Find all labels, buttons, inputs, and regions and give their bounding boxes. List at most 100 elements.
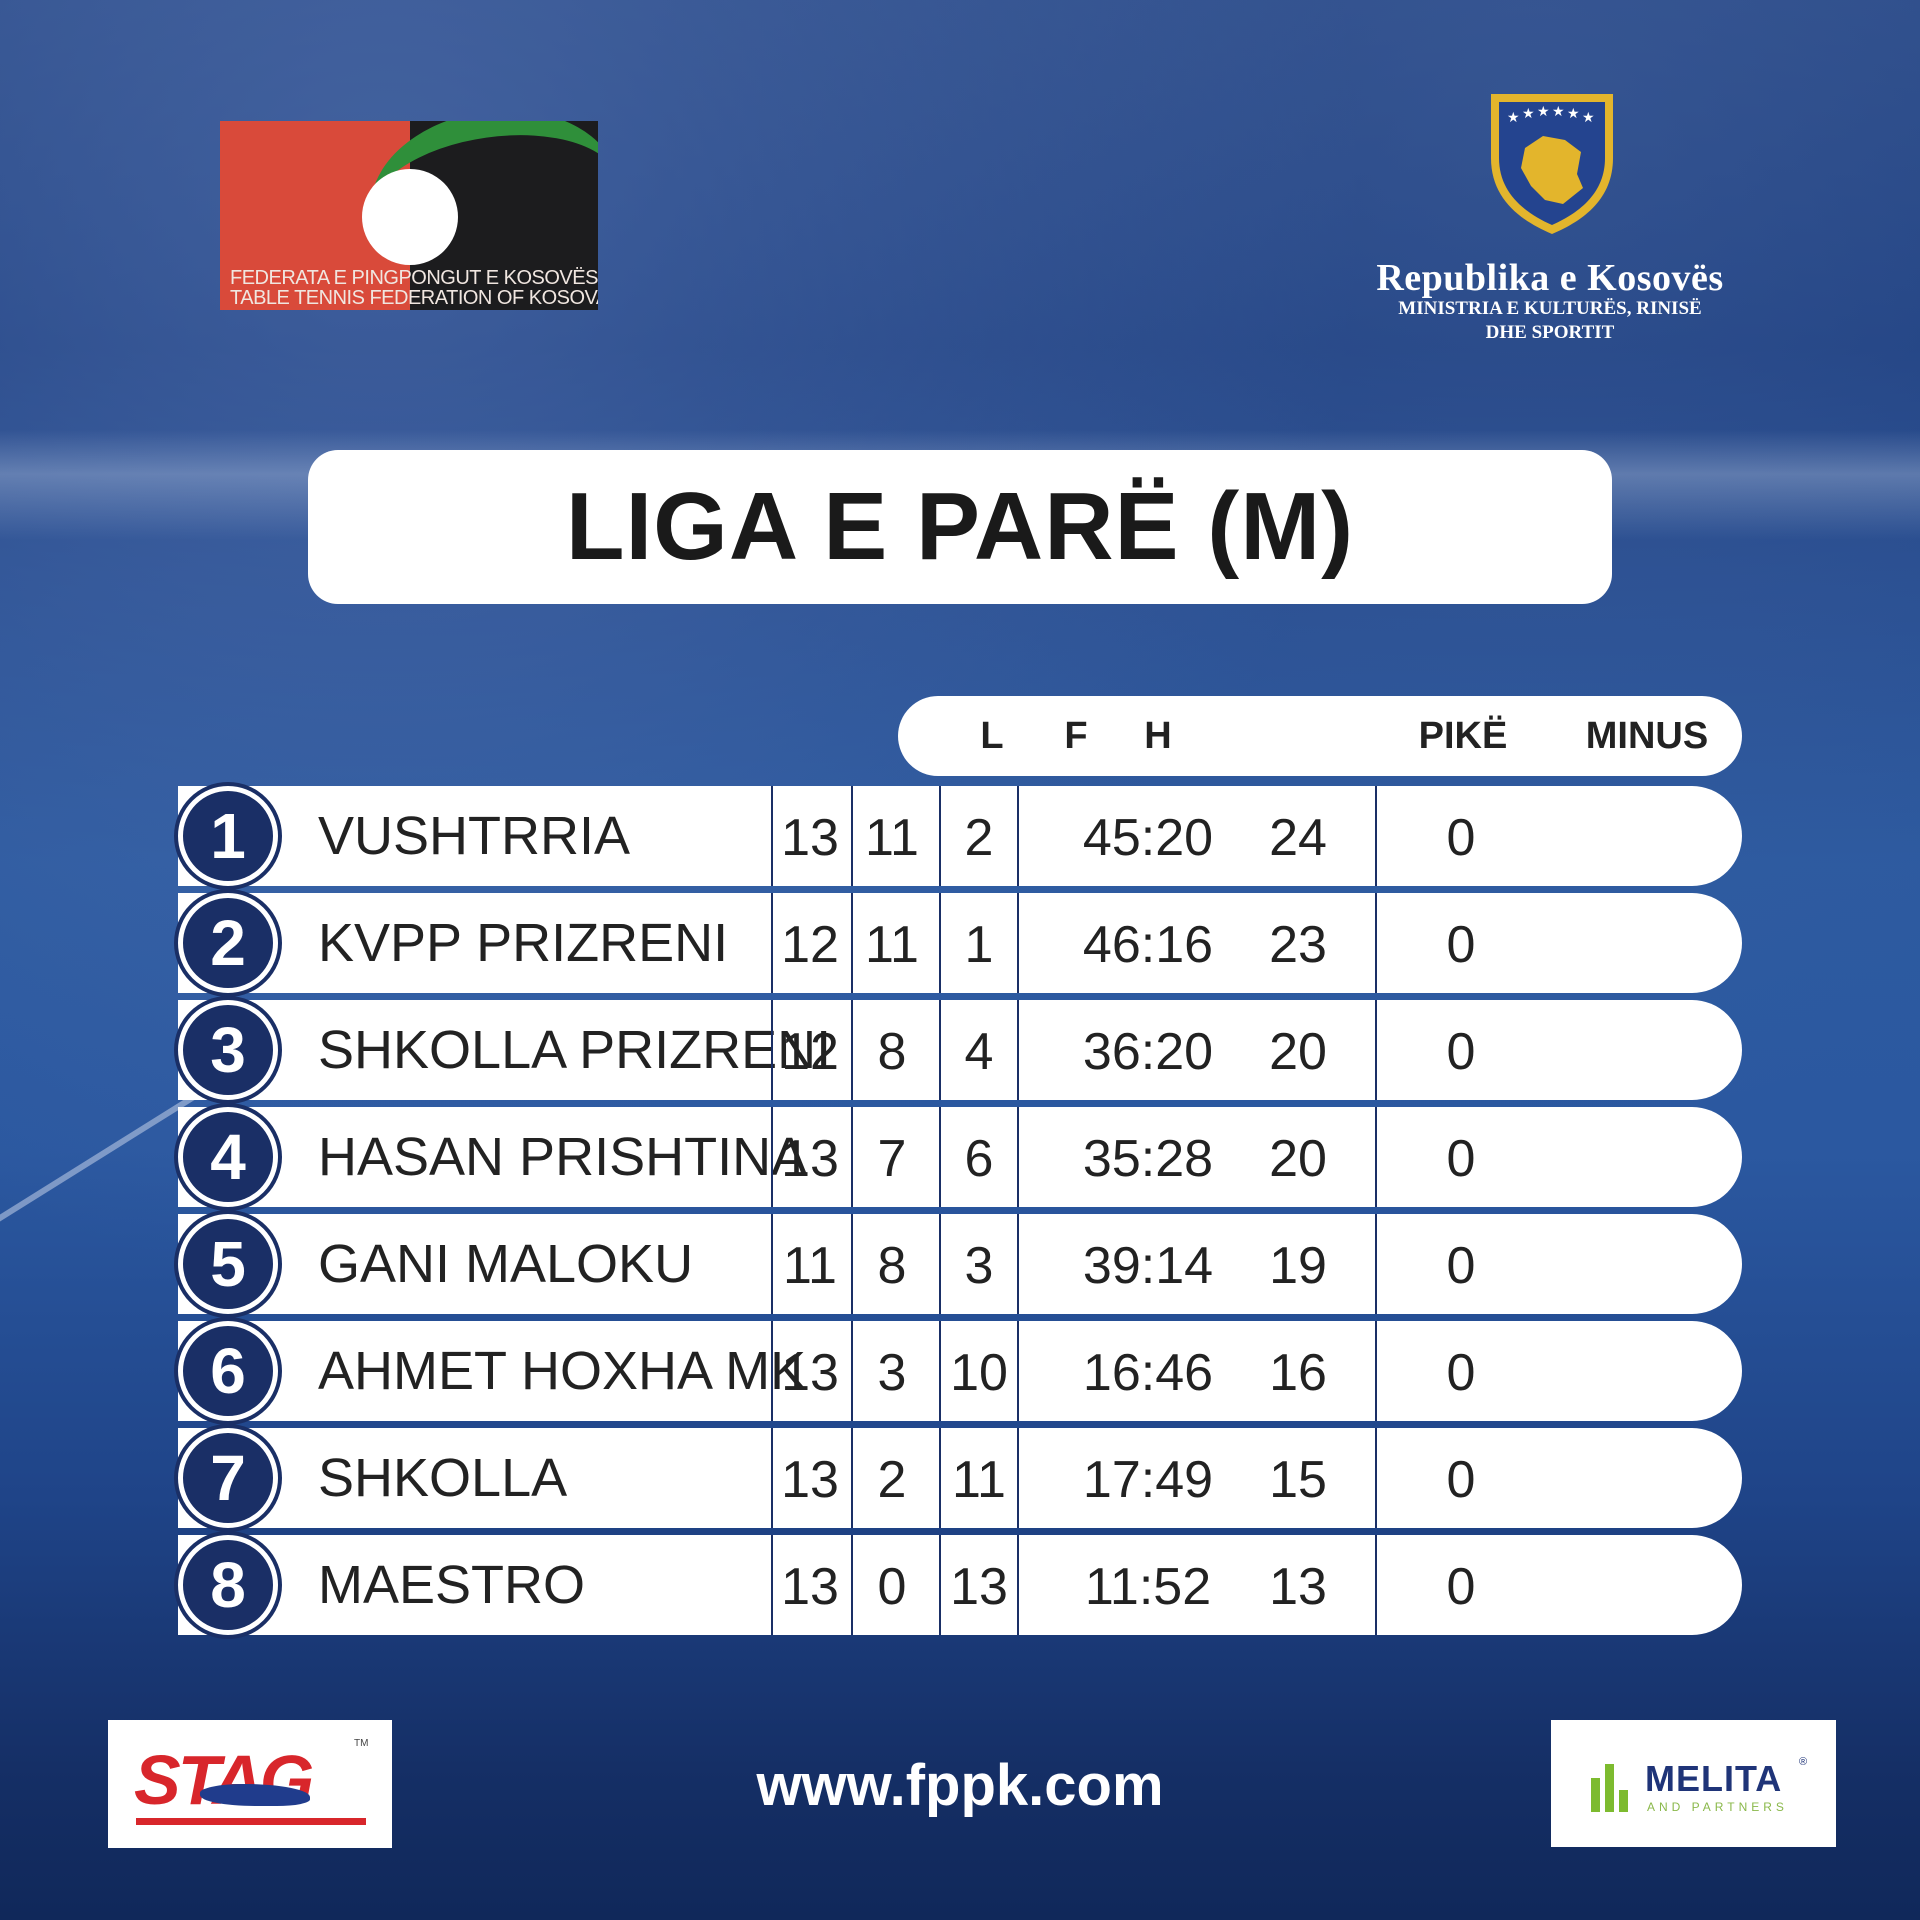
cell-score: 35:28 (1082, 1130, 1214, 1188)
column-divider (939, 1428, 941, 1528)
cell-score: 36:20 (1082, 1023, 1214, 1081)
column-divider (1017, 893, 1019, 993)
federation-name-albanian: FEDERATA E PINGPONGUT E KOSOVËS (230, 267, 598, 289)
column-divider (939, 1214, 941, 1314)
cell-minus: 0 (1446, 1237, 1476, 1295)
column-divider (1375, 893, 1377, 993)
cell-won: 11 (865, 916, 919, 974)
team-name: SHKOLLA PRIZRENI (318, 1020, 832, 1080)
cell-won: 11 (865, 809, 919, 867)
column-divider (939, 893, 941, 993)
team-name: VUSHTRRIA (318, 806, 631, 866)
column-divider (1375, 1000, 1377, 1100)
rank-badge: 4 (178, 1107, 278, 1207)
cell-points: 20 (1269, 1023, 1327, 1081)
svg-text:★: ★ (1537, 104, 1550, 120)
column-divider (771, 1428, 773, 1528)
team-name: AHMET HOXHA MK (318, 1341, 807, 1401)
cell-points: 16 (1269, 1344, 1327, 1402)
rank-badge: 5 (178, 1214, 278, 1314)
cell-lost: 3 (964, 1237, 994, 1295)
table-row: 5 GANI MALOKU 11 8 3 39:14 19 0 (178, 1214, 1742, 1314)
cell-points: 15 (1269, 1451, 1327, 1509)
cell-lost: 1 (964, 916, 994, 974)
column-divider (939, 1321, 941, 1421)
column-divider (851, 1214, 853, 1314)
cell-score: 45:20 (1082, 809, 1214, 867)
column-divider (1017, 1428, 1019, 1528)
melita-registered-mark: ® (1799, 1756, 1808, 1768)
svg-text:★: ★ (1552, 104, 1565, 120)
melita-bars-icon (1591, 1764, 1631, 1812)
cell-played: 13 (781, 1130, 839, 1188)
team-name: KVPP PRIZRENI (318, 913, 729, 973)
table-row: 8 MAESTRO 13 0 13 11:52 13 0 (178, 1535, 1742, 1635)
cell-lost: 6 (964, 1130, 994, 1188)
column-divider (1375, 1428, 1377, 1528)
cell-won: 0 (877, 1558, 907, 1616)
column-divider (851, 893, 853, 993)
cell-score: 17:49 (1082, 1451, 1214, 1509)
column-divider (851, 1107, 853, 1207)
column-divider (771, 893, 773, 993)
cell-won: 8 (877, 1023, 907, 1081)
column-divider (771, 1535, 773, 1635)
cell-won: 7 (877, 1130, 907, 1188)
header-played: L (980, 715, 1004, 757)
column-divider (851, 1000, 853, 1100)
svg-text:★: ★ (1507, 110, 1520, 126)
stag-underline (136, 1818, 366, 1825)
cell-played: 12 (781, 916, 839, 974)
column-divider (939, 786, 941, 886)
column-divider (1375, 1535, 1377, 1635)
cell-played: 13 (781, 1344, 839, 1402)
rank-badge: 2 (178, 893, 278, 993)
header-minus: MINUS (1585, 715, 1709, 757)
column-divider (939, 1000, 941, 1100)
cell-points: 20 (1269, 1130, 1327, 1188)
column-divider (771, 1321, 773, 1421)
table-row: 7 SHKOLLA 13 2 11 17:49 15 0 (178, 1428, 1742, 1528)
ministry-name-line2: DHE SPORTIT (1485, 322, 1615, 343)
table-row: 3 SHKOLLA PRIZRENI 12 8 4 36:20 20 0 (178, 1000, 1742, 1100)
svg-text:★: ★ (1522, 106, 1535, 122)
cell-played: 12 (781, 1023, 839, 1081)
cell-minus: 0 (1446, 916, 1476, 974)
column-divider (939, 1107, 941, 1207)
column-divider (851, 1535, 853, 1635)
website-url: www.fppk.com (756, 1753, 1164, 1818)
melita-wordmark: MELITA (1645, 1758, 1783, 1799)
ministry-name-line1: MINISTRIA E KULTURËS, RINISË (1398, 298, 1702, 319)
logo-ball (362, 169, 458, 265)
column-divider (1017, 1321, 1019, 1421)
team-name: SHKOLLA (318, 1448, 568, 1508)
table-row: 2 KVPP PRIZRENI 12 11 1 46:16 23 0 (178, 893, 1742, 993)
cell-played: 13 (781, 1451, 839, 1509)
greyhound-icon (200, 1784, 310, 1806)
cell-won: 8 (877, 1237, 907, 1295)
team-name: HASAN PRISHTINA (318, 1127, 808, 1187)
cell-lost: 4 (964, 1023, 994, 1081)
rank-badge: 3 (178, 1000, 278, 1100)
rank-badge: 7 (178, 1428, 278, 1528)
table-row: 1 VUSHTRRIA 13 11 2 45:20 24 0 (178, 786, 1742, 886)
column-divider (771, 1107, 773, 1207)
league-title: LIGA E PARË (M) (565, 473, 1355, 580)
column-divider (1375, 1214, 1377, 1314)
column-divider (1017, 1107, 1019, 1207)
cell-minus: 0 (1446, 1558, 1476, 1616)
cell-score: 46:16 (1082, 916, 1214, 974)
column-divider (1017, 786, 1019, 886)
team-name: GANI MALOKU (318, 1234, 694, 1294)
cell-minus: 0 (1446, 1023, 1476, 1081)
standings-header: L F H PIKË MINUS (898, 696, 1742, 776)
ministry-country: Republika e Kosovës (1376, 257, 1724, 299)
cell-minus: 0 (1446, 809, 1476, 867)
stag-trademark: TM (354, 1738, 369, 1749)
column-divider (1375, 1107, 1377, 1207)
column-divider (1375, 786, 1377, 886)
column-divider (771, 786, 773, 886)
cell-played: 11 (783, 1237, 837, 1295)
cell-score: 11:52 (1084, 1558, 1212, 1616)
cell-score: 39:14 (1082, 1237, 1214, 1295)
